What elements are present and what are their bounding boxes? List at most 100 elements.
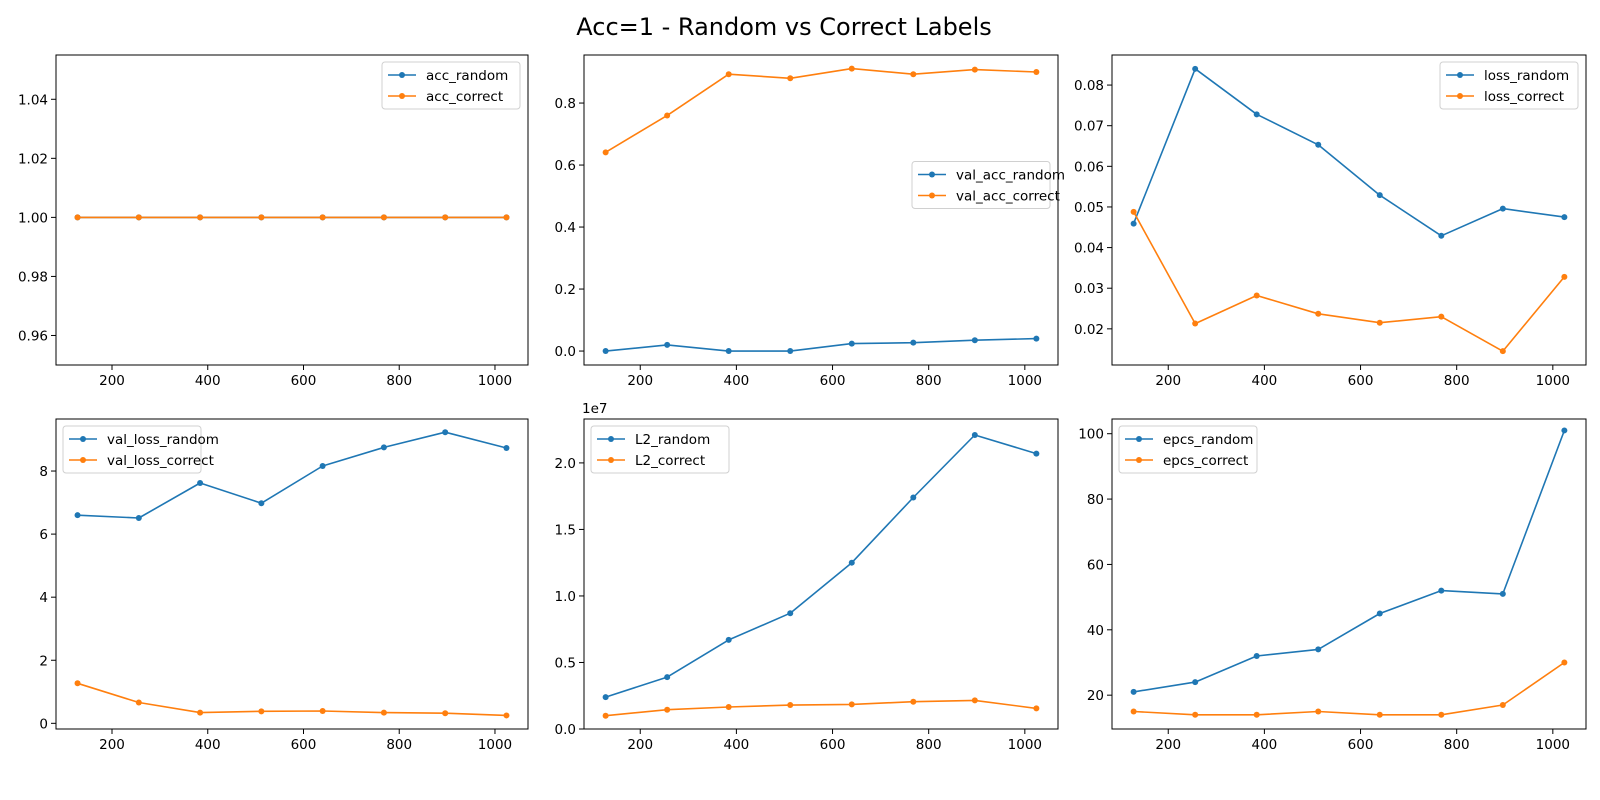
data-point [1192, 320, 1199, 327]
legend: loss_random loss_correct [1439, 61, 1579, 110]
legend-item: loss_correct [1446, 89, 1564, 105]
x-tick-label: 400 [724, 373, 750, 389]
plot-area [583, 418, 1059, 730]
data-point [1033, 450, 1040, 457]
data-point [1253, 292, 1260, 299]
y-offset-label: 1e7 [582, 401, 607, 417]
data-point [503, 712, 510, 719]
y-tick-label: 4 [39, 590, 48, 606]
data-point [1315, 646, 1322, 653]
x-tick-label: 400 [1252, 737, 1278, 753]
series-line [1132, 68, 1565, 237]
legend-item: val_loss_random [69, 432, 219, 448]
data-point [664, 341, 671, 348]
x-tick-label: 800 [916, 373, 942, 389]
y-tick-label: 0.07 [1074, 119, 1104, 135]
data-point [442, 429, 449, 436]
data-point [197, 709, 204, 716]
data-point [1253, 711, 1260, 718]
legend-marker [399, 72, 405, 78]
y-tick-label: 0.06 [1074, 159, 1104, 175]
series-line [605, 434, 1037, 698]
y-tick-label: 20 [1087, 688, 1104, 704]
x-tick-label: 1000 [1008, 737, 1042, 753]
subplot-acc: 200 400 600 800 1000 0.96 0.98 1.00 1.02 1.04 acc_… [18, 54, 529, 389]
data-point [1499, 590, 1506, 597]
y-tick-label: 40 [1087, 623, 1104, 639]
data-point [910, 494, 917, 501]
y-tick-label: 100 [1078, 427, 1104, 443]
y-tick-label: 0.03 [1074, 281, 1104, 297]
data-point [1033, 69, 1040, 76]
x-tick-label: 1000 [1008, 373, 1042, 389]
legend-label: acc_correct [426, 89, 503, 105]
legend-item: epcs_random [1125, 432, 1253, 448]
legend-item: L2_correct [597, 453, 705, 469]
subplot-val-loss: 200 400 600 800 100002468val_loss_randomval_… [39, 418, 529, 753]
data-point [1130, 688, 1137, 695]
y-tick-label: 0.5 [555, 655, 576, 671]
x-tick-label: 600 [820, 737, 846, 753]
legend: val_loss_random val_loss_correct [62, 425, 219, 474]
series-line [605, 67, 1037, 153]
series-line [1133, 661, 1565, 716]
data-point [664, 112, 671, 119]
y-tick-label: 0.98 [18, 269, 48, 285]
legend-item: loss_random [1446, 68, 1569, 84]
data-point [380, 709, 387, 716]
y-tick-label: 0.02 [1074, 322, 1104, 338]
x-tick-label: 1000 [478, 737, 512, 753]
x-tick-label: 800 [1444, 737, 1470, 753]
legend-label: val_loss_correct [107, 453, 214, 469]
data-point [319, 708, 326, 715]
data-point [1130, 220, 1137, 227]
legend-label: loss_correct [1484, 89, 1564, 105]
subplot-grid: 200 400 600 800 10000.960.981.001.021.04acc_… [18, 54, 1587, 753]
y-tick-label: 8 [39, 464, 48, 480]
y-tick-label: 0.0 [555, 344, 576, 360]
data-point [602, 694, 609, 701]
data-point [848, 340, 855, 347]
legend-marker [1136, 436, 1142, 442]
data-point [787, 348, 794, 355]
legend-item: L2_random [597, 432, 710, 448]
figure-title: Acc=1 - Random vs Correct Labels [576, 13, 992, 41]
y-tick-label: 2 [39, 653, 48, 669]
x-tick-label: 600 [1348, 373, 1374, 389]
subplot-epcs: 200 400 600 800 1000 20 40 60 80 100 epcs_randomep… [1078, 418, 1587, 753]
series-line [605, 337, 1037, 352]
legend-item: val_acc_correct [918, 189, 1060, 205]
y-tick-label: 0.05 [1074, 200, 1104, 216]
y-tick-label: 6 [39, 527, 48, 543]
data-point [1253, 111, 1260, 118]
y-tick-label: 1.0 [555, 589, 576, 605]
y-tick-label: 1.02 [18, 151, 48, 167]
legend-item: acc_random [388, 68, 508, 84]
x-tick-label: 200 [627, 737, 653, 753]
legend-marker [399, 93, 405, 99]
data-point [503, 445, 510, 452]
x-tick-label: 200 [627, 373, 653, 389]
data-point [602, 149, 609, 156]
plot-area [583, 54, 1059, 366]
data-point [258, 500, 265, 507]
legend: epcs_random epcs_correct [1118, 425, 1258, 474]
legend-item: epcs_correct [1125, 453, 1248, 469]
y-tick-label: 0.0 [555, 722, 576, 738]
data-point [971, 337, 978, 344]
series-val_loss_correct [74, 680, 510, 719]
data-point [1438, 711, 1445, 718]
series-loss_random [1130, 65, 1568, 239]
data-point [197, 214, 204, 221]
data-point [1376, 610, 1383, 617]
x-tick-label: 600 [820, 373, 846, 389]
y-tick-label: 0.96 [18, 328, 48, 344]
data-point [1130, 708, 1137, 715]
legend-label: acc_random [426, 68, 508, 84]
data-point [1561, 659, 1568, 666]
legend-marker [80, 436, 86, 442]
legend-frame [1118, 425, 1258, 474]
x-tick-label: 800 [386, 737, 412, 753]
y-tick-label: 0.6 [555, 158, 576, 174]
